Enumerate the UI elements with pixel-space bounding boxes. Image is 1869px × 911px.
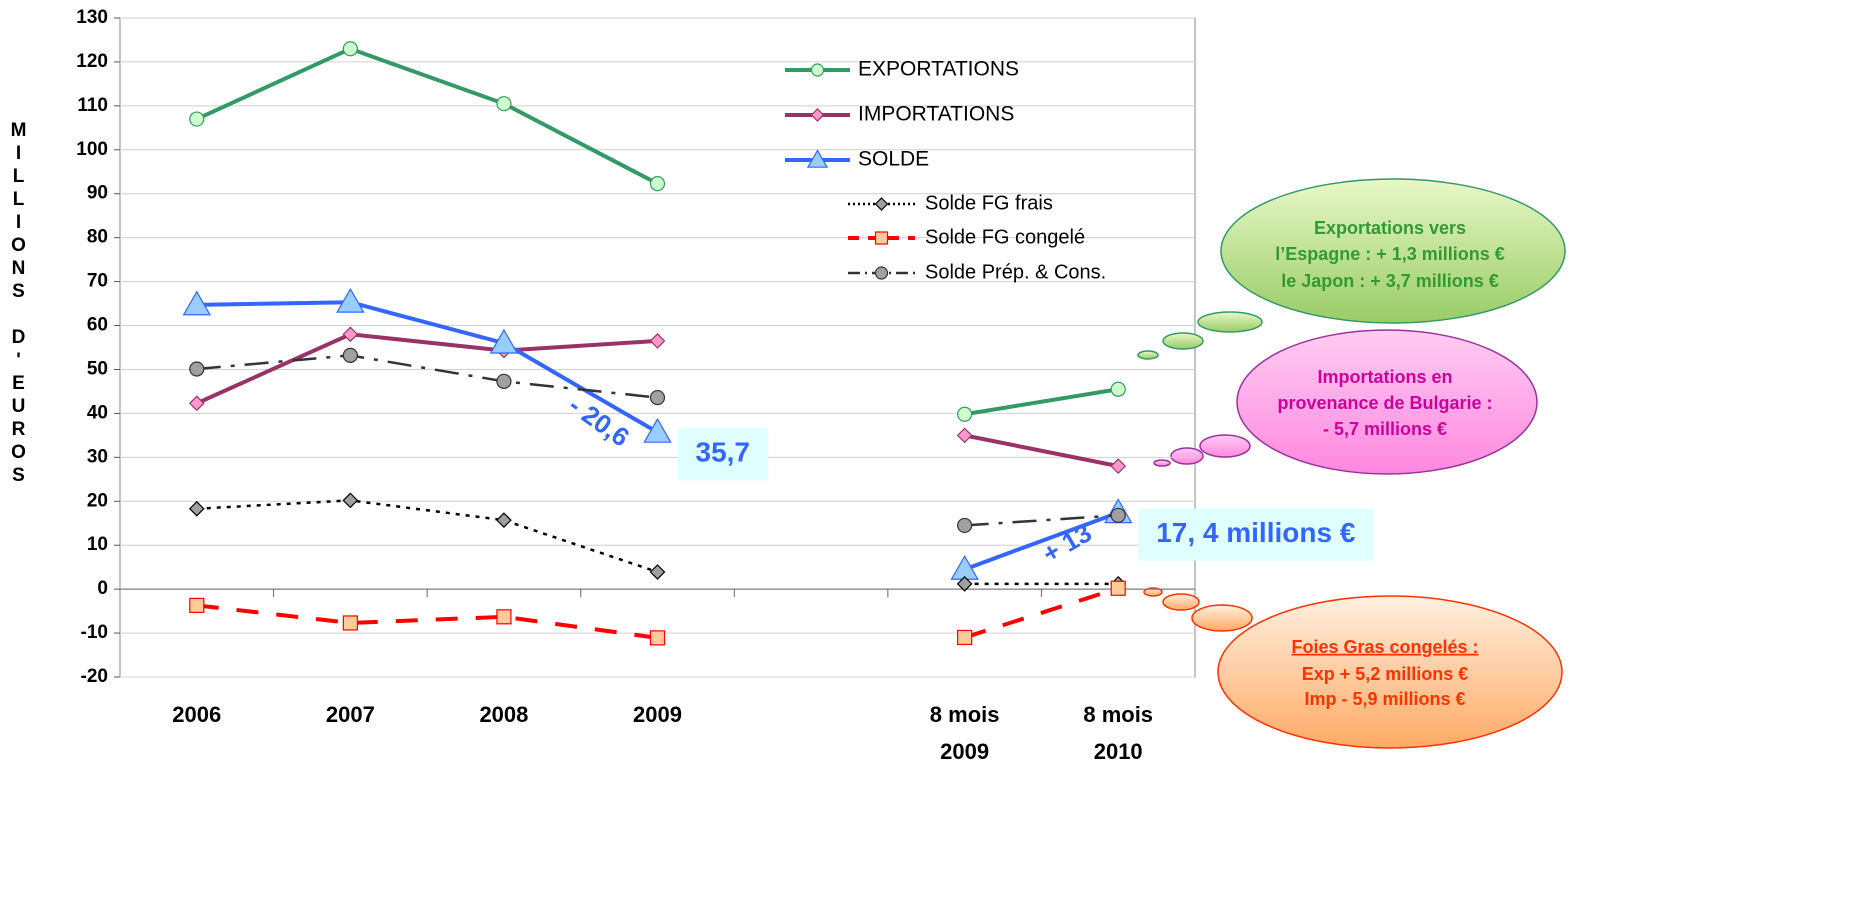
marker [190, 396, 204, 410]
marker [958, 407, 972, 421]
legend-label: SOLDE [858, 148, 929, 171]
y-tick-label: 80 [87, 227, 108, 248]
marker [1111, 581, 1125, 595]
y-tick-label: 70 [87, 271, 108, 292]
x-tick-label: 2006 [142, 696, 252, 733]
page: -20 -10 0 10 20 30 40 50 60 70 80 90 100 110 120 130 35,… [0, 0, 1869, 911]
marker [190, 362, 204, 376]
marker [651, 565, 665, 579]
marker [343, 327, 357, 341]
y-tick-label: -10 [81, 622, 108, 643]
y-tick-label: -20 [81, 666, 108, 687]
value-label-box: 35,7 [678, 428, 769, 480]
note-text: provenance de Bulgarie : [1277, 393, 1492, 413]
chart: -20 -10 0 10 20 30 40 50 60 70 80 90 100 110 120 130 35,… [0, 0, 1869, 911]
marker [190, 502, 204, 516]
x-tick-label: 2009 [603, 696, 713, 733]
marker [651, 631, 665, 645]
note-text: - 5,7 millions € [1323, 419, 1447, 439]
value-label: 17, 4 millions € [1156, 517, 1356, 548]
y-tick-label: 120 [76, 51, 108, 72]
legend-label: Solde FG congelé [925, 226, 1085, 248]
y-tick-label: 50 [87, 358, 108, 379]
y-tick-label: 60 [87, 315, 108, 336]
marker [651, 177, 665, 191]
y-tick-label: 130 [76, 7, 108, 28]
legend-marker [876, 198, 888, 210]
marker [651, 391, 665, 405]
marker [1111, 459, 1125, 473]
note-text: l’Espagne : + 1,3 millions € [1275, 244, 1505, 264]
legend-marker [812, 109, 824, 121]
marker [958, 518, 972, 532]
marker [190, 112, 204, 126]
y-tick-label: 10 [87, 534, 108, 555]
note-text: Foies Gras congelés : [1291, 637, 1478, 657]
value-label: 35,7 [696, 437, 751, 468]
legend-marker [876, 232, 888, 244]
y-axis-label: MILLIONS D'EUROS [6, 120, 30, 488]
marker [497, 97, 511, 111]
legend-label: IMPORTATIONS [858, 103, 1014, 126]
note-text: Imp - 5,9 millions € [1304, 689, 1465, 709]
legend-marker [812, 64, 824, 76]
legend-label: EXPORTATIONS [858, 58, 1019, 81]
marker [1111, 508, 1125, 522]
legend-label: Solde FG frais [925, 192, 1053, 214]
marker [343, 348, 357, 362]
legend-label: Solde Prép. & Cons. [925, 261, 1106, 283]
note-text: Exportations vers [1314, 218, 1466, 238]
marker [497, 513, 511, 527]
marker [644, 419, 670, 442]
marker [958, 428, 972, 442]
note-text: Exp + 5,2 millions € [1302, 664, 1469, 684]
marker [497, 610, 511, 624]
note-text: Importations en [1317, 367, 1452, 387]
y-tick-label: 30 [87, 446, 108, 467]
note-text: le Japon : + 3,7 millions € [1281, 271, 1499, 291]
y-tick-label: 90 [87, 183, 108, 204]
marker [343, 616, 357, 630]
marker [1111, 382, 1125, 396]
x-tick-label: 8 mois 2009 [910, 696, 1020, 770]
y-tick-label: 40 [87, 402, 108, 423]
marker [497, 374, 511, 388]
x-tick-label: 8 mois 2010 [1063, 696, 1173, 770]
marker [343, 42, 357, 56]
y-tick-label: 110 [77, 95, 108, 116]
y-tick-label: 0 [97, 578, 108, 599]
marker [958, 630, 972, 644]
x-tick-label: 2007 [295, 696, 405, 733]
legend-marker [876, 267, 888, 279]
marker [190, 598, 204, 612]
x-tick-label: 2008 [449, 696, 559, 733]
y-tick-label: 20 [87, 490, 108, 511]
marker [343, 493, 357, 507]
value-label-box: 17, 4 millions € [1138, 509, 1373, 561]
y-tick-label: 100 [76, 139, 108, 160]
marker [651, 334, 665, 348]
